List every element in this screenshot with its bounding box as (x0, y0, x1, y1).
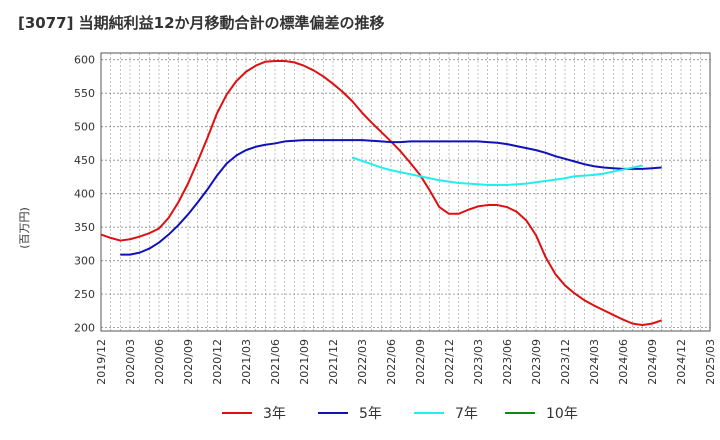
grid (100, 53, 711, 331)
y-tick-label: 500 (74, 121, 95, 134)
legend-label: 10年 (546, 406, 578, 422)
y-tick-label: 300 (74, 255, 95, 268)
x-tick-label: 2023/03 (472, 339, 485, 385)
x-tick-label: 2021/06 (269, 339, 282, 385)
y-tick-label: 350 (74, 221, 95, 234)
y-tick-label: 450 (74, 154, 95, 167)
chart-title: [3077] 当期純利益12か月移動合計の標準偏差の推移 (18, 14, 385, 32)
y-tick-label: 250 (74, 288, 95, 301)
x-tick-label: 2024/09 (646, 339, 659, 385)
y-tick-label: 200 (74, 322, 95, 335)
x-tick-label: 2021/09 (298, 339, 311, 385)
x-tick-label: 2022/06 (385, 339, 398, 385)
legend-label: 5年 (359, 406, 382, 422)
x-tick-label: 2021/12 (327, 339, 340, 385)
x-tick-label: 2020/12 (211, 339, 224, 385)
x-tick-label: 2020/03 (124, 339, 137, 385)
x-tick-label: 2023/09 (530, 339, 543, 385)
series-line-5年 (120, 139, 662, 256)
x-tick-label: 2023/06 (501, 339, 514, 385)
y-tick-label: 400 (74, 188, 95, 201)
x-tick-label: 2024/12 (675, 339, 688, 385)
y-tick-label: 600 (74, 54, 95, 67)
y-tick-label: 550 (74, 87, 95, 100)
x-tick-label: 2022/03 (356, 339, 369, 385)
x-tick-label: 2019/12 (95, 339, 108, 385)
x-tick-label: 2021/03 (240, 339, 253, 385)
series-line-3年 (100, 60, 662, 326)
x-tick-label: 2024/06 (617, 339, 630, 385)
x-tick-label: 2020/06 (153, 339, 166, 385)
x-tick-label: 2022/12 (443, 339, 456, 385)
x-tick-label: 2022/09 (414, 339, 427, 385)
x-tick-labels: 2019/12 2020/03 2020/06 2020/09 2020/12 2021/… (95, 339, 717, 385)
y-tick-labels: 200 250 300 350 400 450 500 550 600 (74, 54, 95, 335)
series-line-7年 (352, 156, 643, 186)
legend: 3年 5年 7年 10年 (222, 406, 578, 422)
x-tick-label: 2023/12 (559, 339, 572, 385)
series-layer (100, 60, 662, 326)
plot-frame (100, 52, 711, 332)
x-tick-label: 2020/09 (182, 339, 195, 385)
x-tick-label: 2024/03 (588, 339, 601, 385)
legend-label: 3年 (263, 406, 286, 422)
x-tick-label: 2025/03 (704, 339, 717, 385)
legend-label: 7年 (455, 406, 478, 422)
